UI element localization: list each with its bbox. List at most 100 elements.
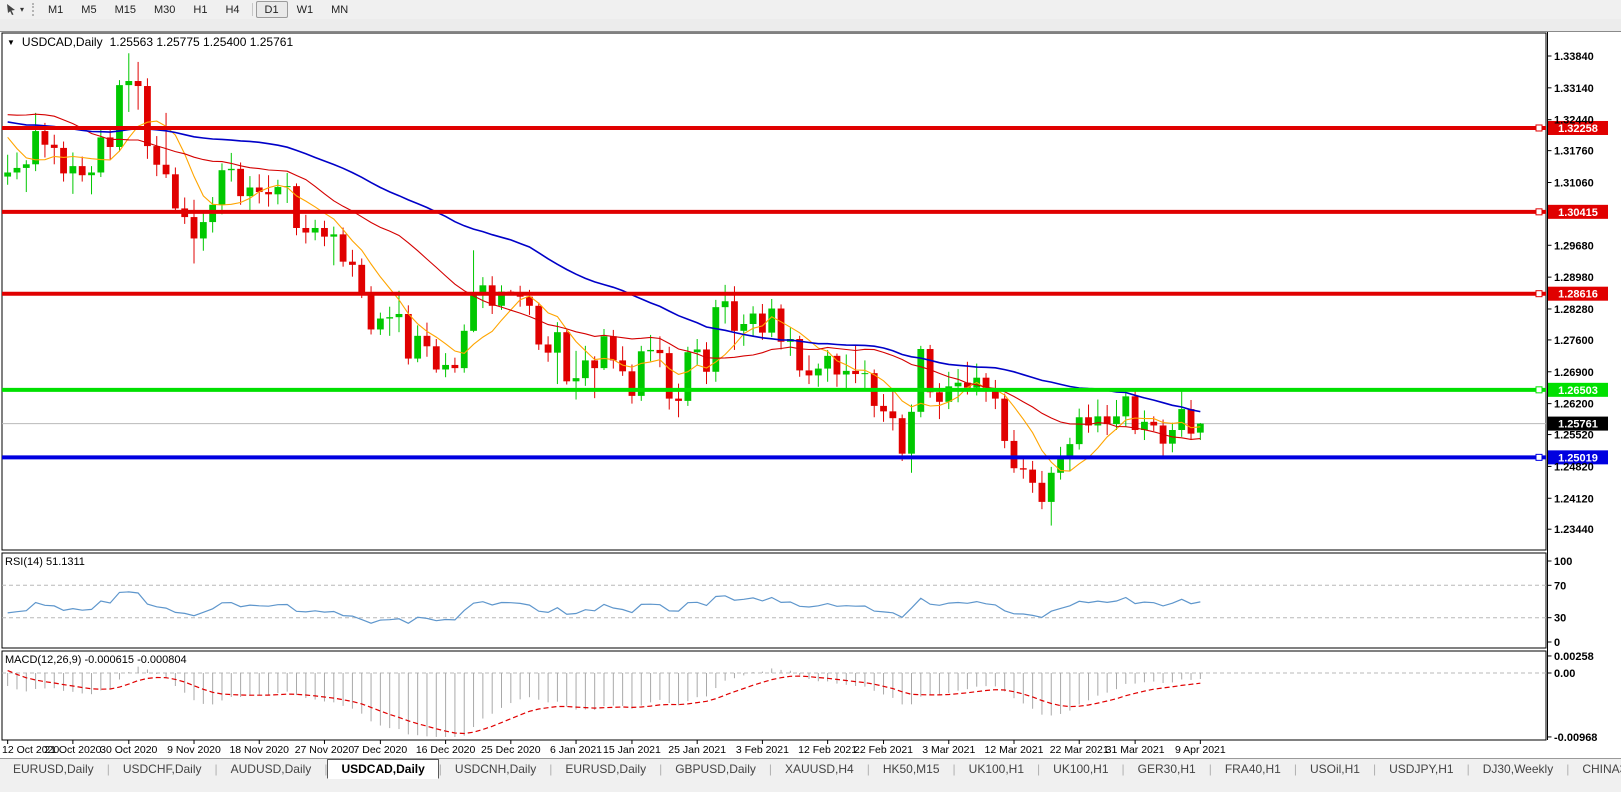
status-strip: [0, 779, 1621, 792]
candle-body: [1131, 396, 1139, 431]
collapse-chart-icon[interactable]: ▼: [7, 37, 15, 47]
timeframe-buttons: M1 M5 M15 M30 H1 H4 D1 W1 MN: [39, 1, 357, 18]
candle-body: [954, 382, 962, 387]
level-price-text: 1.30415: [1558, 207, 1598, 219]
rsi-tick-label: 100: [1554, 556, 1572, 568]
date-tick-label: 12 Oct 2020: [2, 744, 59, 756]
rsi-tick-label: 30: [1554, 613, 1566, 625]
chart-tab-dj30-weekly[interactable]: DJ30,Weekly: [1482, 762, 1554, 776]
date-tick-label: 22 Mar 2021: [1050, 744, 1109, 756]
candle-body: [861, 373, 869, 375]
tab-divider: |: [1208, 762, 1212, 776]
candle-body: [796, 339, 804, 371]
tool-dropdown-caret-icon[interactable]: ▾: [20, 5, 25, 14]
candle-body: [554, 332, 561, 353]
candle-body: [852, 370, 859, 375]
macd-tick-label: 0.00: [1554, 668, 1575, 680]
candle-body: [1075, 417, 1083, 445]
timeframe-button-w1[interactable]: W1: [296, 3, 314, 16]
timeframe-button-mn[interactable]: MN: [331, 3, 349, 16]
level-handle: [1535, 124, 1543, 132]
timeframe-button-m30[interactable]: M30: [153, 3, 176, 16]
candle-body: [321, 227, 328, 237]
candle-body: [1196, 423, 1204, 433]
chart-tab-usdcnh-daily[interactable]: USDCNH,Daily: [454, 762, 537, 776]
toolbar-grip: [32, 3, 35, 16]
chart-tab-uk100-h1[interactable]: UK100,H1: [968, 762, 1025, 776]
candle-body: [1122, 396, 1130, 417]
timeframe-button-d1[interactable]: D1: [255, 1, 288, 18]
chart-tab-usdchf-daily[interactable]: USDCHF,Daily: [122, 762, 202, 776]
chart-tab-uk100-h1[interactable]: UK100,H1: [1053, 762, 1109, 776]
price-tick-label: 1.24120: [1554, 493, 1594, 505]
chart-ohlc-values: 1.25563 1.25775 1.25400 1.25761: [109, 35, 294, 49]
candle-body: [293, 186, 300, 228]
candle-body: [423, 335, 431, 347]
date-tick-label: 6 Jan 2021: [550, 744, 602, 756]
macd-signal-line: [7, 670, 1201, 735]
candle-body: [125, 81, 133, 86]
candle-body: [227, 168, 235, 171]
level-price-text: 1.25019: [1558, 452, 1598, 464]
candle-body: [302, 227, 310, 233]
timeframe-button-h4[interactable]: H4: [225, 3, 240, 16]
candle-body: [889, 411, 897, 419]
top-toolbar: ▾ M1 M5 M15 M30 H1 H4 D1 W1 MN: [0, 0, 1621, 19]
candle-body: [246, 187, 254, 197]
chart-tab-usdjpy-h1[interactable]: USDJPY,H1: [1389, 762, 1454, 776]
chart-canvas[interactable]: 1.32258 1.30415 1.28616 1.26503 1.25019 1.257…: [0, 32, 1621, 758]
candle-body: [777, 308, 785, 342]
level-handle: [1535, 453, 1543, 461]
timeframe-button-m15[interactable]: M15: [114, 3, 136, 16]
chart-tab-eurusd-daily[interactable]: EURUSD,Daily: [565, 762, 647, 776]
chart-tab-hk50-m15[interactable]: HK50,M15: [882, 762, 940, 776]
price-tick-label: 1.28980: [1554, 272, 1594, 284]
date-tick-label: 31 Mar 2021: [1106, 744, 1165, 756]
chart-title-bar: ▼ USDCAD,Daily 1.25563 1.25775 1.25400 1…: [7, 35, 293, 49]
candle-body: [693, 349, 701, 353]
candle-body: [991, 391, 999, 399]
chart-tab-audusd-daily[interactable]: AUDUSD,Daily: [230, 762, 312, 776]
candle-body: [759, 313, 766, 333]
price-tick-label: 1.33140: [1554, 83, 1594, 95]
price-tick-label: 1.29680: [1554, 240, 1594, 252]
timeframe-button-m1[interactable]: M1: [48, 3, 64, 16]
candle-body: [703, 349, 710, 372]
candle-body: [581, 360, 589, 379]
date-tick-label: 25 Jan 2021: [668, 744, 726, 756]
candle-body: [1066, 444, 1074, 459]
candle-body: [106, 137, 114, 147]
rsi-panel: [1, 552, 1547, 649]
candle-body: [265, 192, 272, 195]
chart-tab-xauusd-h4[interactable]: XAUUSD,H4: [785, 762, 854, 776]
slow-ma-line: [7, 121, 1201, 413]
price-tick-label: 1.28280: [1554, 304, 1594, 316]
fast-ma-line: [7, 120, 1201, 472]
price-tick-label: 1.25520: [1554, 430, 1594, 442]
timeframe-button-m5[interactable]: M5: [81, 3, 97, 16]
candle-body: [1141, 421, 1148, 431]
chart-tab-eurusd-daily[interactable]: EURUSD,Daily: [13, 762, 94, 776]
chart-tab-china300-h1[interactable]: CHINA300,H1: [1582, 762, 1621, 776]
tab-divider: |: [866, 762, 870, 776]
chart-tab-gbpusd-daily[interactable]: GBPUSD,Daily: [675, 762, 756, 776]
chart-tab-usdcad-daily[interactable]: USDCAD,Daily: [327, 759, 439, 779]
tab-divider: |: [1293, 762, 1297, 776]
chart-tab-ger30-h1[interactable]: GER30,H1: [1137, 762, 1196, 776]
candle-body: [4, 172, 12, 177]
candle-body: [116, 85, 123, 147]
crosshair-cursor-tool-icon[interactable]: [2, 2, 20, 17]
candle-body: [842, 370, 850, 375]
level-price-label: [1548, 286, 1608, 301]
date-tick-label: 3 Mar 2021: [922, 744, 975, 756]
timeframe-button-h1[interactable]: H1: [193, 3, 208, 16]
candle-body: [153, 146, 161, 165]
candle-body: [1010, 440, 1018, 469]
chart-tab-usoil-h1[interactable]: USOil,H1: [1309, 762, 1360, 776]
candle-body: [498, 291, 505, 306]
candle-body: [311, 227, 319, 233]
candle-body: [917, 349, 925, 412]
candle-body: [190, 217, 198, 239]
macd-tick-label: 0.00258: [1554, 651, 1594, 663]
chart-tab-fra40-h1[interactable]: FRA40,H1: [1224, 762, 1281, 776]
